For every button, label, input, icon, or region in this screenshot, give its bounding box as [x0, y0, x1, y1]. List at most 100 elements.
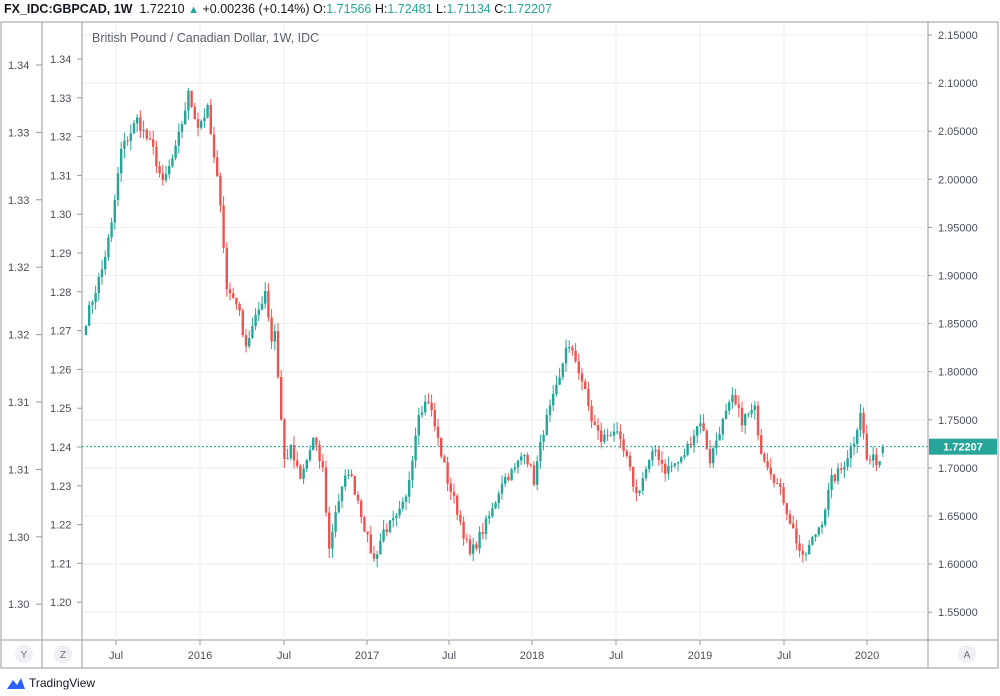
candle-body — [305, 460, 308, 469]
candle-body — [433, 410, 436, 427]
candle-body — [398, 508, 401, 516]
candle-body — [366, 531, 369, 535]
candle-body — [868, 459, 872, 461]
candle-body — [449, 483, 452, 492]
candle-body — [670, 465, 673, 467]
candle-body — [260, 303, 264, 310]
candle-body — [532, 465, 536, 485]
candle-body — [526, 455, 529, 465]
candle-body — [616, 431, 619, 433]
right-axis-tick-label: 1.60000 — [938, 559, 978, 571]
candle-body — [500, 483, 504, 494]
candle-body — [216, 157, 219, 176]
candle-body — [612, 431, 616, 436]
candle-body — [360, 500, 363, 518]
candle-body — [411, 460, 414, 480]
last-price-label: 1.72207 — [943, 442, 983, 454]
candle-body — [788, 514, 792, 524]
price-change: +0.00236 (+0.14%) — [202, 2, 310, 16]
candle-body — [721, 418, 724, 435]
left-axis-2-tick-label: 1.22 — [50, 520, 71, 532]
left-axis-2-tick-label: 1.23 — [50, 481, 71, 493]
candle-body — [641, 478, 644, 491]
z-axis-button-label: Z — [60, 650, 66, 661]
candle-body — [520, 456, 523, 461]
candle-body — [88, 304, 91, 326]
candle-body — [212, 134, 216, 158]
candle-body — [632, 466, 635, 487]
candle-body — [347, 474, 350, 476]
candle-body — [100, 269, 104, 278]
candle-body — [238, 304, 241, 311]
candle-body — [558, 377, 561, 385]
candle-body — [145, 129, 148, 139]
candle-body — [219, 175, 222, 206]
candle-body — [241, 310, 244, 336]
candle-body — [574, 350, 577, 362]
candle-body — [206, 104, 209, 118]
candle-body — [292, 444, 296, 461]
candle-body — [187, 90, 190, 111]
candle-body — [408, 479, 411, 497]
auto-scale-button[interactable] — [958, 645, 976, 663]
left-axis-1-tick-label: 1.32 — [8, 262, 29, 274]
candle-body — [161, 173, 164, 181]
candle-body — [315, 437, 318, 445]
candle-body — [494, 502, 497, 509]
candle-body — [475, 544, 478, 549]
z-axis-button[interactable] — [54, 645, 72, 663]
candle-body — [404, 496, 408, 502]
candle-body — [593, 421, 596, 426]
candle-body — [414, 435, 417, 461]
candle-body — [529, 464, 532, 466]
candle-body — [369, 534, 372, 554]
tradingview-logo[interactable]: TradingView — [6, 676, 95, 690]
candle-body — [97, 277, 100, 294]
candle-body — [280, 376, 283, 420]
candle-body — [654, 449, 657, 452]
left-axis-1-tick-label: 1.30 — [8, 599, 29, 611]
candle-body — [420, 412, 424, 416]
candle-body — [331, 531, 334, 549]
candle-body — [222, 205, 225, 248]
candle-body — [129, 133, 132, 142]
candle-body — [692, 435, 696, 446]
y-axis-button[interactable] — [15, 645, 33, 663]
candle-body — [811, 536, 814, 545]
candle-body — [744, 414, 747, 426]
candle-body — [190, 90, 193, 107]
tradingview-label: TradingView — [29, 676, 96, 690]
candle-body — [667, 466, 670, 474]
candle-body — [232, 293, 235, 298]
candle-body — [417, 415, 420, 436]
left-axis-2-tick-label: 1.34 — [50, 54, 71, 66]
candle-body — [168, 166, 171, 175]
candle-body — [689, 443, 692, 446]
candle-body — [120, 148, 123, 174]
candle-body — [504, 477, 507, 484]
candle-body — [337, 501, 340, 513]
candle-body — [600, 430, 603, 442]
right-axis-tick-label: 2.05000 — [938, 126, 978, 138]
left-axis-2-tick-label: 1.24 — [50, 442, 71, 454]
candle-body — [184, 110, 187, 125]
candle-body — [356, 494, 360, 501]
candle-body — [84, 325, 88, 336]
candle-body — [740, 407, 744, 426]
candle-body — [264, 291, 267, 304]
candle-body — [635, 486, 638, 494]
candle-body — [436, 426, 440, 438]
symbol-header: FX_IDC:GBPCAD, 1W 1.72210 ▲ +0.00236 (+0… — [4, 2, 552, 16]
candle-body — [760, 435, 763, 454]
left-axis-2-tick-label: 1.21 — [50, 558, 71, 570]
candle-body — [606, 434, 609, 436]
candle-body — [318, 444, 321, 462]
candle-body — [308, 450, 312, 461]
high-label: H: — [374, 2, 388, 16]
candle-body — [587, 389, 590, 406]
close-label: C: — [494, 2, 507, 16]
candle-body — [456, 495, 459, 515]
time-axis-tick-label: Jul — [277, 650, 291, 662]
candle-body — [363, 517, 366, 532]
